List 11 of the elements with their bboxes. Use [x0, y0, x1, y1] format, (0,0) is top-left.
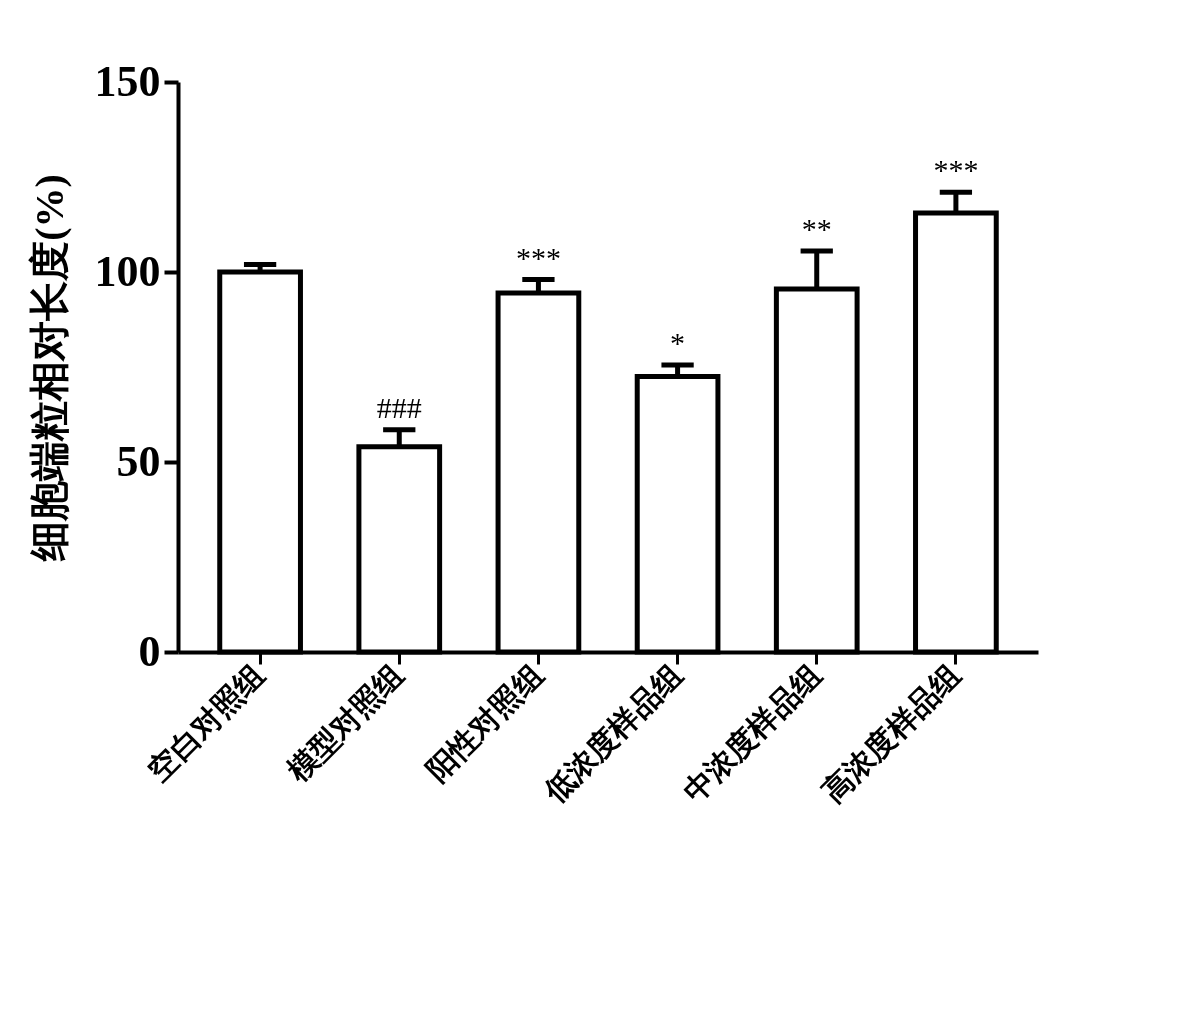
y-tick-label: 50 [116, 436, 161, 486]
annotation: * [670, 326, 686, 360]
annotation: *** [515, 240, 561, 274]
y-tick-label: 150 [94, 56, 161, 106]
x-tick-label: 模型对照组 [279, 657, 410, 788]
annotation: *** [933, 153, 979, 187]
y-tick-label: 100 [94, 246, 161, 296]
y-axis-title: 细胞端粒相对长度(%) [26, 174, 72, 562]
y-tick-label: 0 [138, 626, 161, 676]
annotation: ### [376, 390, 422, 424]
annotation: ** [801, 212, 832, 246]
